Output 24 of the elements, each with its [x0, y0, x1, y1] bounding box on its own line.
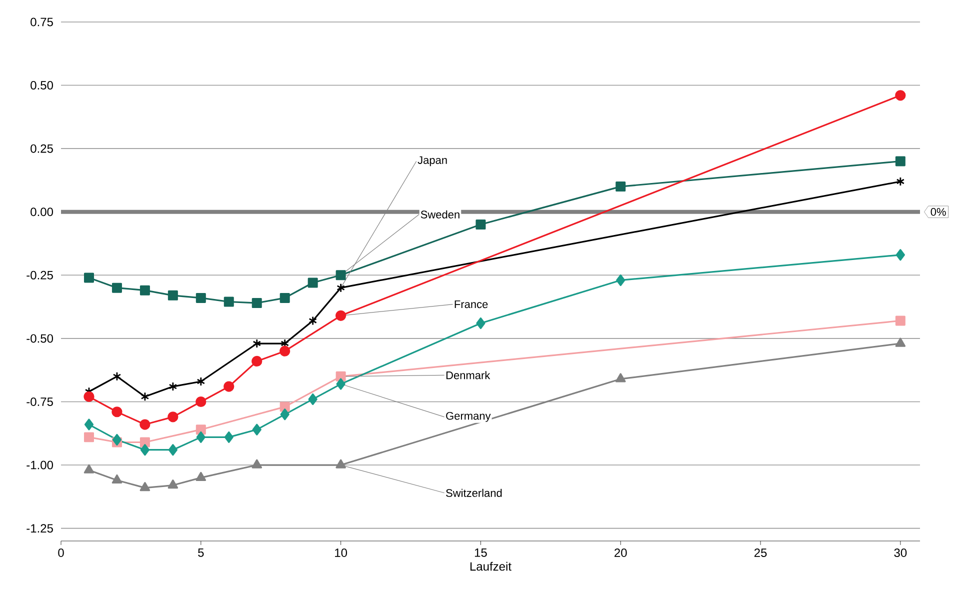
text: France: [454, 300, 488, 308]
y-tick-label: 0.50: [30, 81, 54, 90]
x-axis-title: Laufzeit: [470, 562, 512, 571]
x-tick-label: 20: [614, 548, 627, 558]
text: Switzerland: [446, 488, 502, 497]
y-tick-label: 0.25: [30, 144, 53, 153]
x-tick-label: 25: [754, 548, 767, 558]
x-tick-label: 5: [198, 548, 204, 557]
x-tick-label: 0: [58, 548, 64, 558]
series-label: Sweden: [420, 210, 460, 218]
y-tick-label: -1.25: [26, 524, 53, 533]
text: Germany: [446, 412, 491, 422]
y-tick-label: -0.25: [26, 270, 53, 280]
series-label: Denmark: [446, 371, 490, 380]
text: Japan: [418, 156, 447, 166]
y-tick-label: 0.75: [30, 18, 53, 26]
x-tick-label: 10: [335, 548, 348, 558]
x-tick-label: 30: [894, 548, 907, 558]
y-tick-label: 0.00: [30, 208, 54, 216]
y-tick-label: -0.75: [26, 398, 53, 406]
ref-line-label: 0%: [930, 208, 946, 216]
y-tick-label: -1.00: [26, 460, 54, 470]
y-tick-label: -0.50: [26, 334, 54, 343]
x-tick-label: 15: [474, 548, 487, 557]
